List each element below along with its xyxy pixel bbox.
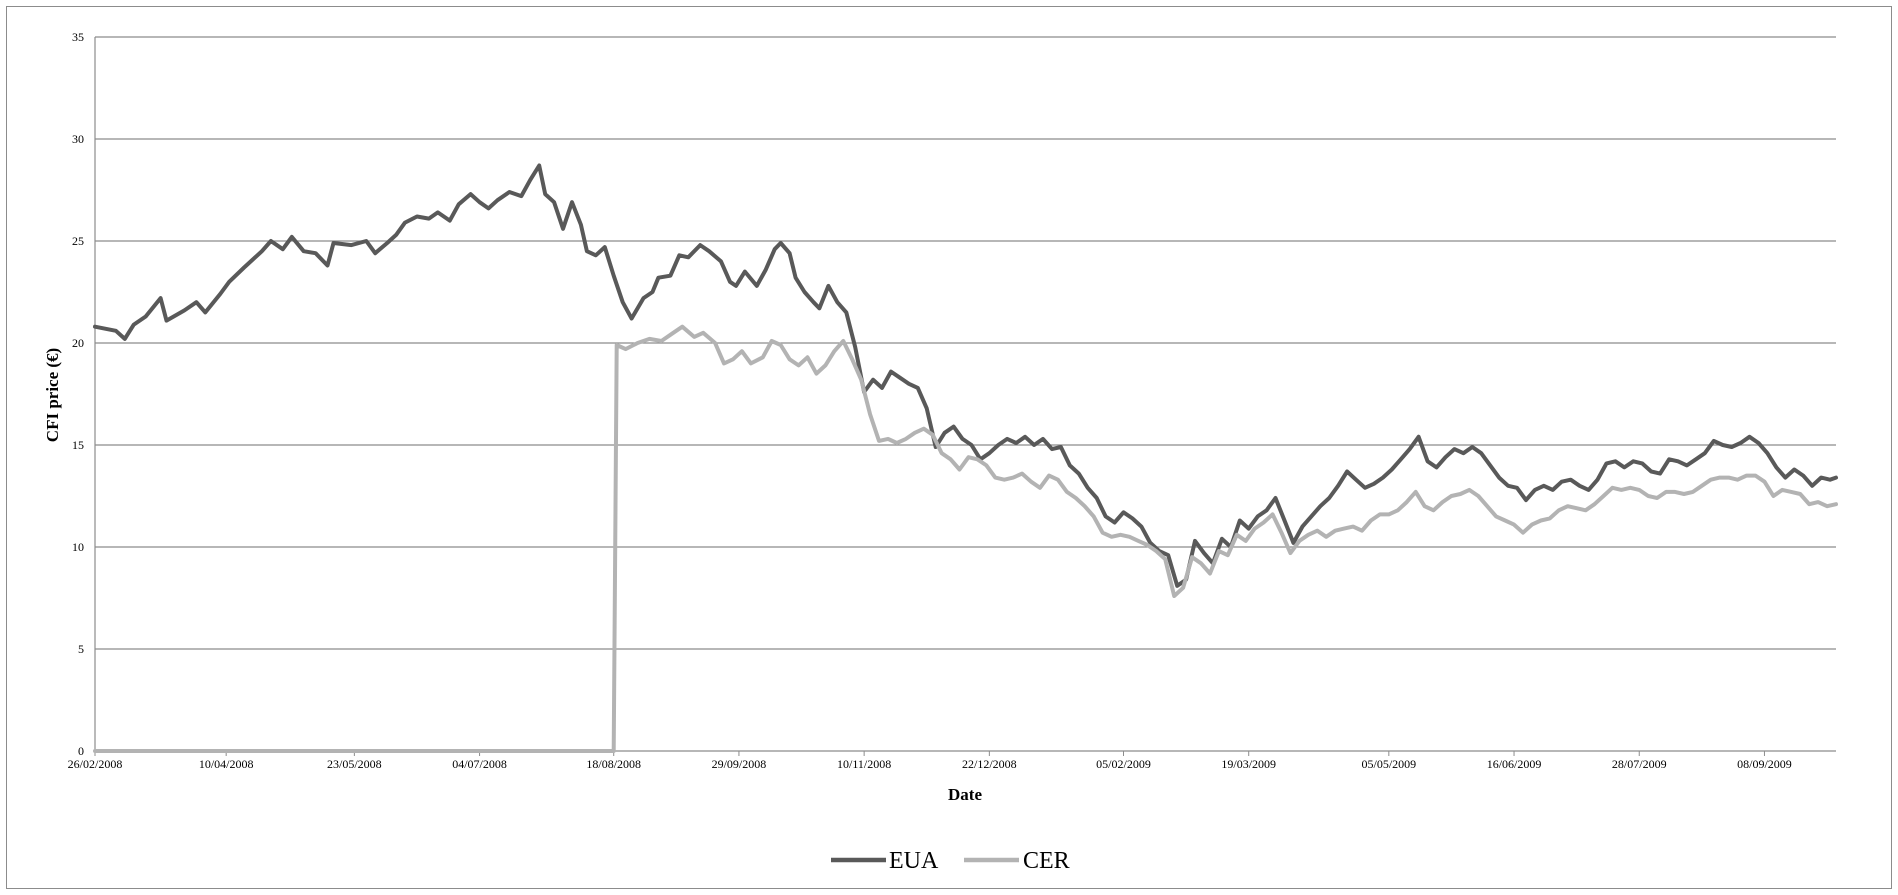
x-axis-ticks: 26/02/2008 10/04/2008 23/05/2008 04/07/2008…: [68, 751, 1792, 771]
x-tick-label: 19/03/2009: [1221, 757, 1276, 771]
y-tick-label: 5: [78, 642, 84, 656]
series-lines: [93, 163, 1838, 753]
series-line-eua: [93, 163, 1838, 588]
x-tick-label: 28/07/2009: [1612, 757, 1667, 771]
x-tick-label: 08/09/2009: [1737, 757, 1792, 771]
chart-frame: [6, 6, 1892, 889]
x-tick-label: 10/04/2008: [199, 757, 254, 771]
x-tick-label: 05/05/2009: [1361, 757, 1416, 771]
legend: EUA CER: [831, 848, 1070, 874]
series-line-cer: [93, 324, 1838, 753]
x-axis-title: Date: [948, 785, 982, 804]
gridlines: [95, 36, 1836, 650]
x-tick-label: 22/12/2008: [962, 757, 1017, 771]
x-tick-label: 23/05/2008: [327, 757, 382, 771]
y-tick-label: 0: [78, 744, 84, 758]
axes: [94, 37, 1836, 752]
x-tick-label: 10/11/2008: [837, 757, 891, 771]
y-axis-ticks: 0 5 10 15 20 25 30 35: [72, 30, 84, 758]
y-tick-label: 25: [72, 234, 84, 248]
x-tick-label: 26/02/2008: [68, 757, 123, 771]
y-tick-label: 20: [72, 336, 84, 350]
y-axis-title: CFI price (€): [43, 348, 62, 442]
y-tick-label: 30: [72, 132, 84, 146]
y-tick-label: 10: [72, 540, 84, 554]
x-tick-label: 05/02/2009: [1096, 757, 1151, 771]
legend-label-eua: EUA: [889, 848, 939, 874]
y-tick-label: 15: [72, 438, 84, 452]
legend-label-cer: CER: [1023, 848, 1070, 874]
x-tick-label: 18/08/2008: [586, 757, 641, 771]
y-tick-label: 35: [72, 30, 84, 44]
x-tick-label: 16/06/2009: [1487, 757, 1542, 771]
x-tick-label: 29/09/2008: [712, 757, 767, 771]
x-tick-label: 04/07/2008: [452, 757, 507, 771]
